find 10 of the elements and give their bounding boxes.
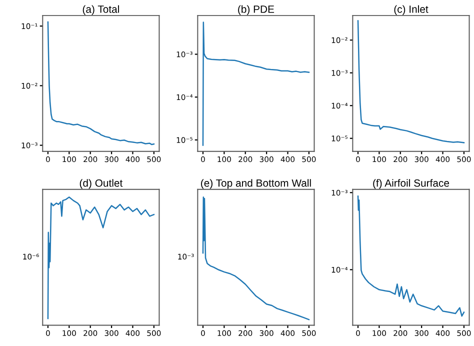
line-series [202,22,310,146]
line-series [357,20,465,144]
chart-title: (e) Top and Bottom Wall [201,179,311,189]
line-series [357,196,465,317]
chart-title: (f) Airfoil Surface [373,179,450,189]
chart-title: (b) PDE [238,5,274,15]
line-series [47,21,155,146]
chart-title: (c) Inlet [394,5,428,15]
chart-title: (d) Outlet [80,179,123,189]
chart-title: (a) Total [82,5,119,15]
